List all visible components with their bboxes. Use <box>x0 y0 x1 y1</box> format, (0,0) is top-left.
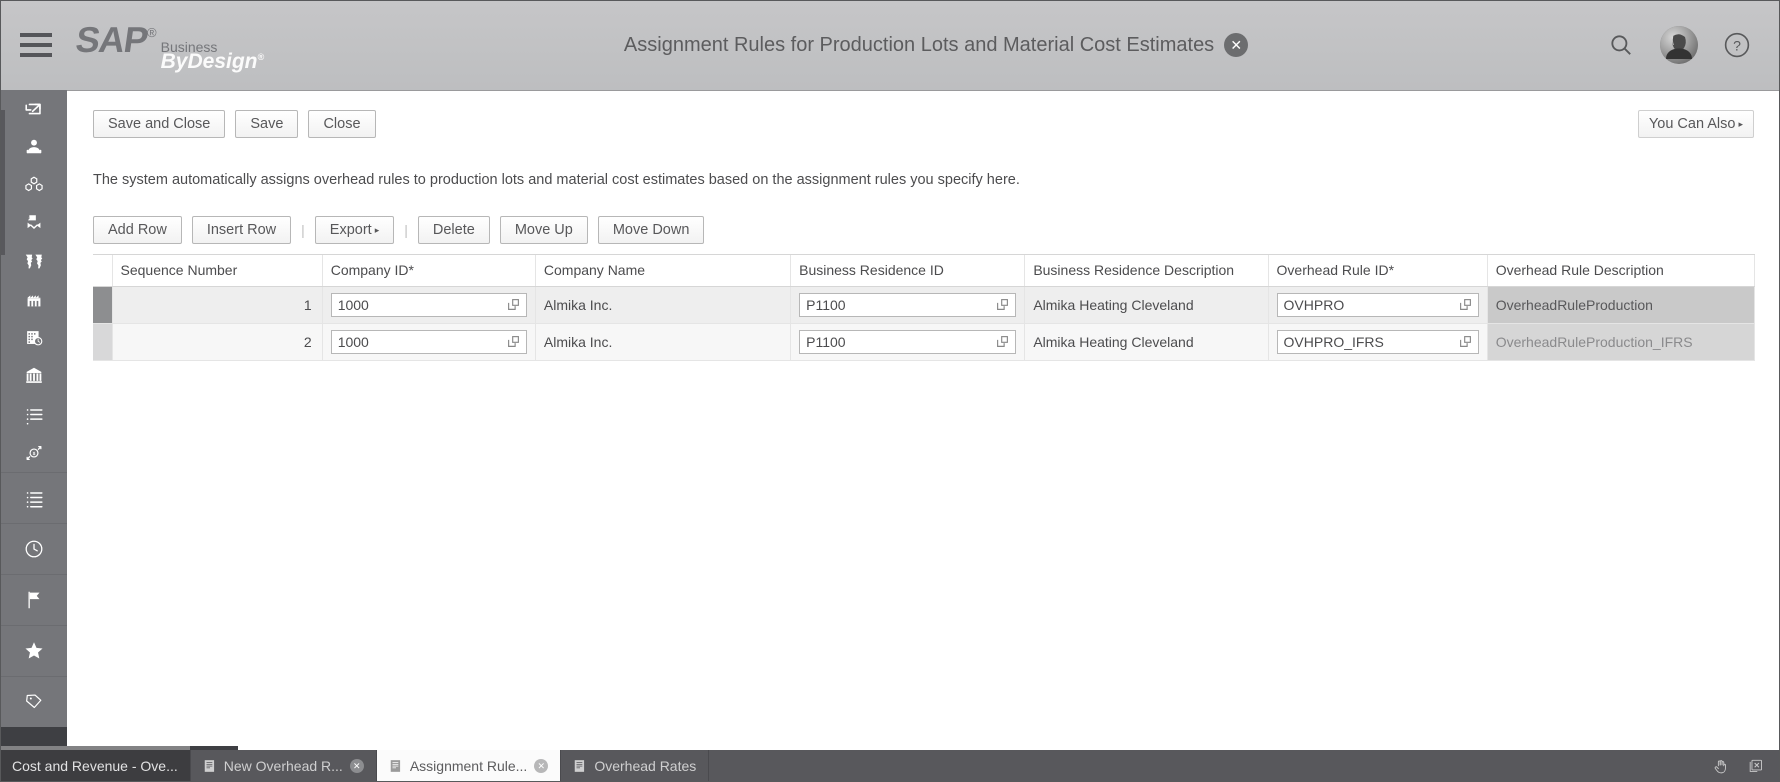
svg-text:?: ? <box>1733 37 1741 53</box>
svg-text:$: $ <box>32 451 35 456</box>
